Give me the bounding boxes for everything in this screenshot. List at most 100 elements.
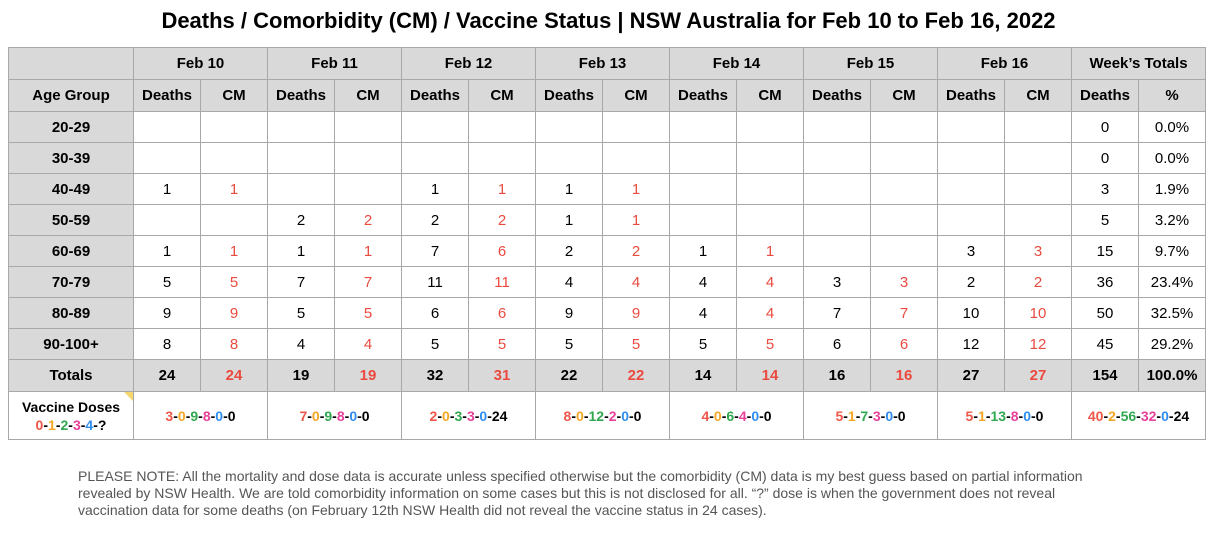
- dose-count: 56: [1120, 407, 1137, 424]
- cell: [669, 204, 738, 236]
- row-label: Totals: [8, 359, 134, 392]
- separator: -: [80, 416, 86, 433]
- dose-count: 8: [202, 407, 211, 424]
- separator: -: [709, 407, 714, 424]
- dose-count: 1: [847, 407, 856, 424]
- group-header: Feb 13: [535, 47, 671, 80]
- dose-count: 4: [85, 416, 94, 433]
- separator: -: [198, 407, 203, 424]
- cell: 1: [200, 173, 268, 205]
- dose-cell: 5-1-13-8-0-0: [937, 391, 1073, 440]
- dose-count: 1: [978, 407, 986, 424]
- dose-count: 8: [1010, 407, 1019, 424]
- separator: -: [93, 416, 98, 433]
- dose-count: 13: [990, 407, 1007, 424]
- cell: 5: [200, 266, 268, 298]
- separator: -: [173, 407, 178, 424]
- dose-count: 0: [177, 407, 186, 424]
- cell: [133, 111, 201, 143]
- cell: [803, 204, 872, 236]
- column-header: Deaths: [803, 79, 872, 112]
- cell: 2: [1004, 266, 1073, 298]
- column-header: %: [1138, 79, 1207, 112]
- separator: -: [1168, 407, 1174, 424]
- column-header: Deaths: [267, 79, 335, 112]
- dose-cell: 5-1-7-3-0-0: [803, 391, 939, 440]
- cell: 5: [602, 328, 671, 360]
- cell: [401, 111, 470, 143]
- dose-count: 8: [563, 407, 572, 424]
- cell: 2: [333, 204, 403, 236]
- cell: 4: [535, 266, 604, 298]
- dose-count: 0: [35, 416, 44, 433]
- cell: 11: [468, 266, 537, 298]
- group-header: Feb 14: [669, 47, 805, 80]
- cell: 1: [468, 173, 537, 205]
- column-header: Deaths: [133, 79, 201, 112]
- cell: 12: [1004, 328, 1073, 360]
- group-header: Week’s Totals: [1071, 47, 1207, 80]
- cell: 15: [1071, 235, 1140, 267]
- separator: -: [629, 407, 634, 424]
- cell: [200, 204, 268, 236]
- dose-count: 0: [897, 407, 906, 424]
- separator: -: [1115, 407, 1121, 424]
- header-row: Feb 10 Feb 11 Feb 12 Feb 13 Feb 14 Feb 15 Feb …: [8, 47, 1207, 80]
- separator: -: [357, 407, 362, 424]
- cell: [133, 204, 201, 236]
- dose-count: ?: [97, 416, 107, 433]
- cell: [602, 142, 671, 174]
- data-row: 80-89 9 9 5 5 6 6 9 9 4 4 7 7 10 10 50 32.5%: [8, 297, 1207, 329]
- cell: [1004, 173, 1073, 205]
- cell: 50: [1071, 297, 1140, 329]
- cell: 3: [1004, 235, 1073, 267]
- separator: -: [855, 407, 861, 424]
- separator: -: [68, 416, 73, 433]
- cell: 7: [267, 266, 335, 298]
- data-row: 60-69 1 1 1 1 7 6 2 2 1 1 3 3 15 9.7%: [8, 235, 1207, 267]
- cell: 22: [602, 359, 671, 392]
- dose-cell: 7-0-9-8-0-0: [266, 391, 403, 440]
- separator: -: [973, 407, 979, 424]
- dose-count: 0: [1035, 407, 1044, 424]
- data-row: 90-100+ 8 8 4 4 5 5 5 5 5 5 6 6 12 12 45 29.2%: [8, 328, 1207, 360]
- dose-count: 4: [701, 407, 710, 424]
- separator: -: [43, 416, 49, 433]
- separator: -: [721, 407, 727, 424]
- cell: 27: [937, 359, 1006, 392]
- dose-count: 8: [336, 407, 345, 424]
- cell: 10: [937, 297, 1006, 329]
- cell: [1004, 111, 1073, 143]
- cell: [468, 111, 537, 143]
- cell: [333, 142, 403, 174]
- cell: 4: [736, 266, 805, 298]
- cell: [803, 142, 872, 174]
- cell: 9: [200, 297, 268, 329]
- cell: 23.4%: [1138, 266, 1207, 298]
- cell: [468, 142, 537, 174]
- dose-count: 0: [215, 407, 224, 424]
- cell: [736, 173, 805, 205]
- cell: 1: [535, 204, 604, 236]
- group-header: Feb 10: [133, 47, 268, 80]
- cell: 4: [669, 266, 738, 298]
- cell: 14: [736, 359, 805, 392]
- cell: 19: [267, 359, 335, 392]
- cell: [870, 173, 939, 205]
- cell: 2: [937, 266, 1006, 298]
- cell: 3: [803, 266, 872, 298]
- cell: 1: [200, 235, 268, 267]
- dose-count: 40: [1087, 407, 1104, 424]
- column-header: CM: [736, 79, 805, 112]
- dose-count: 24: [491, 407, 508, 424]
- cell: 10: [1004, 297, 1073, 329]
- dose-count: 3: [466, 407, 475, 424]
- cell: [669, 142, 738, 174]
- separator: -: [880, 407, 886, 424]
- cell: 2: [602, 235, 671, 267]
- cell: 3.2%: [1138, 204, 1207, 236]
- separator: -: [843, 407, 848, 424]
- cell: 14: [669, 359, 738, 392]
- cell: 7: [333, 266, 403, 298]
- dose-count: 2: [1108, 407, 1116, 424]
